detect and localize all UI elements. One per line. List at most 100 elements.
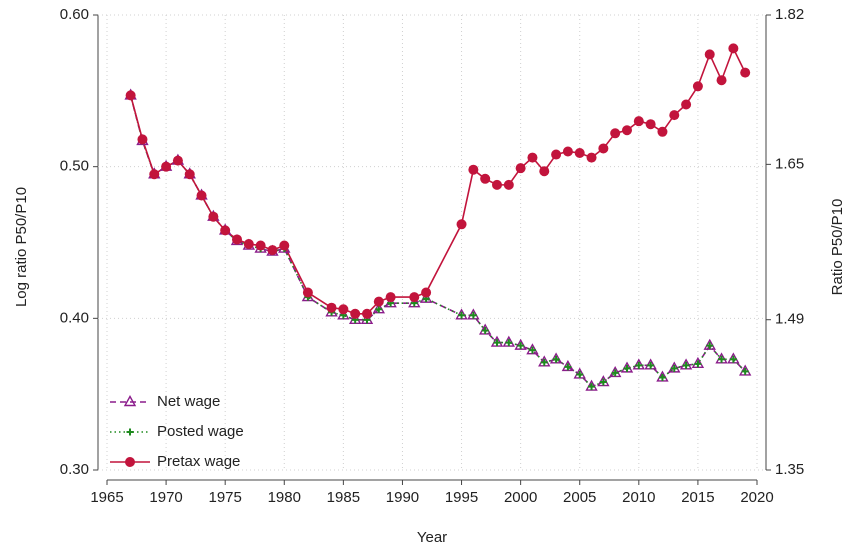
x-tick-label: 1980	[268, 489, 301, 506]
point	[658, 373, 666, 381]
point	[551, 149, 562, 160]
y2-tick-label: 1.35	[775, 461, 804, 478]
point	[657, 126, 668, 137]
x-tick-label: 1975	[208, 489, 241, 506]
point	[184, 169, 195, 180]
point	[539, 166, 550, 177]
point	[137, 134, 148, 145]
point	[503, 179, 514, 190]
point	[220, 225, 231, 236]
point	[599, 378, 607, 386]
x-axis-title: Year	[417, 529, 447, 546]
legend-label: Posted wage	[157, 423, 244, 440]
point	[409, 292, 420, 303]
point	[149, 169, 160, 180]
point	[704, 49, 715, 60]
point	[645, 119, 656, 130]
point	[552, 355, 560, 363]
y-tick-label: 0.60	[60, 6, 89, 23]
point	[362, 308, 372, 319]
y2-tick-label: 1.82	[775, 6, 804, 23]
legend-item: Pretax wage	[110, 453, 240, 470]
point	[588, 383, 596, 391]
x-tick-label: 1995	[445, 489, 478, 506]
point	[728, 43, 739, 54]
y2-axis-title: Ratio P50/P10	[829, 199, 846, 296]
point	[469, 311, 477, 319]
point	[716, 75, 727, 86]
point	[279, 240, 290, 251]
point	[161, 161, 172, 172]
point	[729, 355, 737, 363]
point	[682, 361, 690, 369]
legend-label: Pretax wage	[157, 453, 240, 470]
point	[421, 287, 432, 298]
point	[208, 211, 219, 222]
point	[456, 219, 467, 230]
point	[576, 370, 584, 378]
x-tick-label: 2000	[504, 489, 537, 506]
x-tick-label: 2015	[681, 489, 714, 506]
point	[598, 143, 609, 154]
x-tick-label: 2010	[622, 489, 655, 506]
point	[232, 234, 242, 245]
point	[692, 81, 703, 92]
point	[302, 287, 313, 298]
y-tick-label: 0.30	[60, 461, 89, 478]
point	[338, 304, 349, 315]
legend-label: Net wage	[157, 393, 220, 410]
y-tick-label: 0.40	[60, 309, 89, 326]
point	[633, 116, 644, 127]
point	[635, 361, 643, 369]
x-tick-label: 1990	[386, 489, 419, 506]
point	[458, 311, 466, 319]
point	[586, 152, 597, 163]
point	[492, 179, 502, 190]
x-tick-label: 2020	[740, 489, 773, 506]
series-line	[129, 46, 746, 315]
point	[574, 148, 585, 159]
point	[255, 240, 266, 251]
x-tick-label: 2005	[563, 489, 596, 506]
point	[540, 358, 548, 366]
point	[527, 152, 538, 163]
point	[706, 342, 714, 350]
x-tick-label: 1985	[327, 489, 360, 506]
point	[373, 296, 384, 307]
point	[694, 360, 702, 368]
point	[528, 346, 536, 354]
y-axis-title: Log ratio P50/P10	[13, 187, 30, 307]
point	[647, 361, 655, 369]
point	[623, 364, 631, 372]
point	[385, 292, 396, 303]
point	[718, 355, 726, 363]
point	[681, 99, 692, 110]
series-line	[129, 95, 746, 388]
point	[670, 364, 678, 372]
legend-marker	[123, 395, 137, 407]
point	[741, 367, 749, 375]
point	[515, 163, 526, 174]
y-tick-label: 0.50	[60, 158, 89, 175]
point	[611, 369, 619, 377]
x-tick-label: 1970	[149, 489, 182, 506]
point	[172, 155, 183, 166]
point	[375, 305, 383, 313]
point	[622, 125, 632, 136]
point	[326, 302, 337, 313]
legend-item: Net wage	[110, 393, 220, 410]
legend-marker	[125, 457, 135, 467]
point	[468, 164, 479, 175]
point	[267, 245, 278, 256]
y2-tick-label: 1.49	[775, 311, 804, 328]
point	[480, 173, 491, 184]
point	[493, 339, 501, 347]
y2-tick-label: 1.65	[775, 155, 804, 172]
point	[196, 190, 207, 201]
point	[562, 146, 573, 157]
legend-item: Posted wage	[110, 423, 244, 440]
point	[669, 110, 680, 121]
point	[350, 308, 361, 319]
